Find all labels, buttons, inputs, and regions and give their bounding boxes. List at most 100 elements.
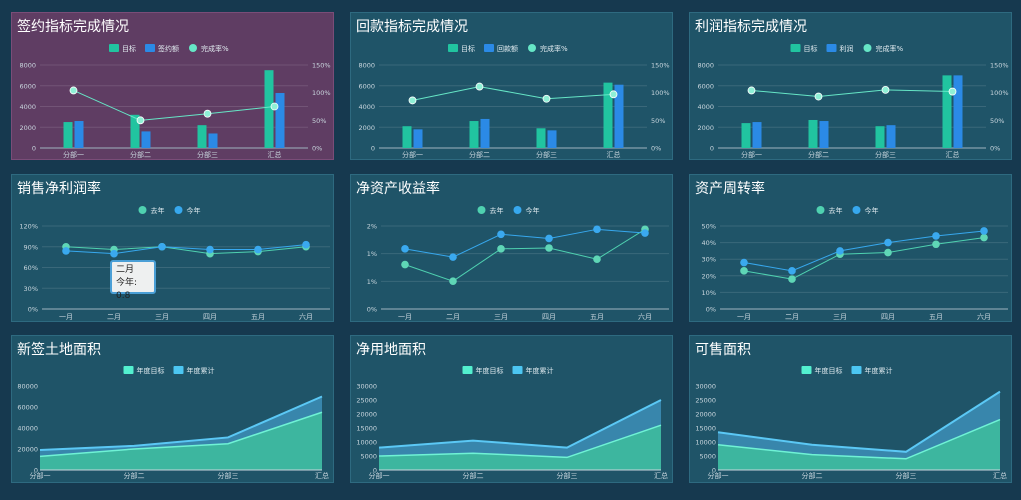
bar-actual bbox=[886, 125, 896, 148]
y-tick-label: 0 bbox=[710, 145, 714, 153]
series-point bbox=[980, 227, 988, 235]
legend-marker bbox=[801, 366, 812, 374]
y2-tick-label: 0% bbox=[990, 145, 1000, 153]
bar-actual bbox=[547, 130, 557, 148]
series-point bbox=[641, 229, 649, 237]
y2-tick-label: 100% bbox=[651, 89, 670, 97]
rate-point bbox=[136, 116, 145, 125]
x-tick-label: 汇总 bbox=[607, 150, 621, 159]
x-tick-label: 二月 bbox=[785, 313, 799, 321]
legend-label: 目标 bbox=[461, 44, 475, 53]
legend-marker bbox=[448, 44, 458, 52]
series-line bbox=[404, 228, 646, 258]
legend-label: 利润 bbox=[840, 44, 854, 53]
line-target bbox=[717, 418, 1001, 460]
y-tick-label: 4000 bbox=[697, 103, 714, 111]
legend-marker bbox=[513, 206, 522, 214]
area-target bbox=[40, 412, 322, 470]
x-tick-label: 二月 bbox=[107, 313, 121, 321]
x-tick-label: 分部二 bbox=[124, 471, 145, 480]
series-point bbox=[884, 248, 892, 257]
chart-panel: 净资产收益率 去年 今年 0% 1% 1% 2% 一月 二月 三月 四月 五月 六月 bbox=[350, 174, 673, 322]
y-tick-label: 80000 bbox=[17, 383, 38, 391]
y-tick-label: 40000 bbox=[17, 425, 38, 433]
legend-label: 完成率% bbox=[876, 44, 904, 53]
bar-actual bbox=[614, 84, 624, 148]
chart-panel: 资产周转率 去年 今年 0% 10% 20% 30% 40% 50% 一月 二月 三月 四月 五月 六月 bbox=[689, 174, 1012, 322]
y-tick-label: 2% bbox=[367, 223, 377, 231]
y2-tick-label: 50% bbox=[990, 117, 1004, 125]
chart-title: 可售面积 bbox=[695, 342, 751, 358]
bar-target bbox=[63, 122, 73, 148]
y2-tick-label: 50% bbox=[651, 117, 665, 125]
x-tick-label: 分部三 bbox=[197, 150, 218, 159]
bar-target bbox=[875, 126, 885, 148]
line-target bbox=[39, 411, 323, 458]
legend-label: 年度目标 bbox=[476, 366, 504, 375]
y-tick-label: 4000 bbox=[19, 103, 36, 111]
chart-panel: 净用地面积 年度目标 年度累计 0 5000 10000 15000 20000 25000 30… bbox=[350, 335, 673, 483]
y-tick-label: 25000 bbox=[356, 397, 377, 405]
chart-panel: 新签土地面积 年度目标 年度累计 0 20000 40000 60000 80000 分部一 分部… bbox=[11, 335, 334, 483]
series-point bbox=[932, 240, 940, 249]
bar-actual bbox=[819, 121, 829, 148]
legend-label: 年度累计 bbox=[526, 366, 554, 375]
tooltip-text: 今年: 0.8 bbox=[116, 278, 138, 301]
chart-title: 签约指标完成情况 bbox=[17, 19, 129, 35]
x-tick-label: 五月 bbox=[929, 313, 943, 321]
y-tick-label: 2000 bbox=[358, 124, 375, 132]
y2-tick-label: 150% bbox=[651, 62, 670, 70]
legend-label: 去年 bbox=[490, 206, 504, 215]
x-tick-label: 分部一 bbox=[30, 471, 51, 480]
y-tick-label: 0 bbox=[371, 145, 375, 153]
series-point bbox=[449, 277, 457, 285]
legend-label: 年度目标 bbox=[815, 366, 843, 375]
series-point bbox=[110, 249, 118, 258]
line-cumulative bbox=[717, 390, 1001, 453]
y-tick-label: 0 bbox=[34, 467, 38, 475]
x-tick-label: 分部一 bbox=[741, 150, 762, 159]
y-tick-label: 20000 bbox=[17, 446, 38, 454]
series-point bbox=[593, 225, 601, 234]
x-tick-label: 汇总 bbox=[946, 150, 960, 159]
x-tick-label: 汇总 bbox=[993, 471, 1007, 480]
y-tick-label: 0 bbox=[373, 467, 377, 475]
series-point bbox=[401, 245, 409, 253]
x-tick-label: 四月 bbox=[542, 313, 556, 321]
x-tick-label: 三月 bbox=[494, 313, 508, 321]
rate-point bbox=[542, 94, 551, 103]
series-point bbox=[932, 232, 940, 240]
y2-tick-label: 100% bbox=[990, 89, 1009, 97]
chart-svg: 年度目标 年度累计 0 20000 40000 60000 80000 分部一 分部二 分部三 汇总 bbox=[17, 366, 329, 480]
y-tick-label: 1% bbox=[367, 250, 377, 258]
y-tick-label: 8000 bbox=[19, 62, 36, 70]
bar-target bbox=[197, 125, 207, 148]
series-point bbox=[254, 245, 262, 254]
x-tick-label: 分部三 bbox=[218, 471, 239, 480]
y-tick-label: 20000 bbox=[356, 411, 377, 419]
line-target bbox=[378, 424, 662, 459]
x-tick-label: 六月 bbox=[638, 312, 652, 321]
legend-label: 今年 bbox=[526, 206, 540, 215]
legend-label: 目标 bbox=[122, 44, 136, 53]
chart-svg: 目标 利润 完成率% 0 2000 4000 6000 8000 0% 50% 100% 150% 分部… bbox=[697, 44, 1009, 159]
series-point bbox=[740, 258, 748, 267]
rate-line bbox=[412, 86, 614, 101]
chart-title: 销售净利润率 bbox=[17, 181, 101, 197]
rate-point bbox=[69, 86, 78, 95]
y-tick-label: 60% bbox=[24, 264, 38, 272]
legend-label: 年度目标 bbox=[137, 366, 165, 375]
chart-svg: 年度目标 年度累计 0 5000 10000 15000 20000 25000 30000 分部… bbox=[356, 366, 668, 480]
series-line bbox=[65, 246, 307, 255]
bar-target bbox=[536, 128, 546, 148]
legend-marker bbox=[174, 206, 183, 214]
y-tick-label: 15000 bbox=[356, 425, 377, 433]
rate-point bbox=[408, 96, 417, 105]
series-point bbox=[158, 242, 166, 251]
y-tick-label: 2000 bbox=[697, 124, 714, 132]
legend-label: 回款额 bbox=[497, 44, 518, 53]
rate-point bbox=[948, 87, 957, 96]
y-tick-label: 0 bbox=[712, 467, 716, 475]
legend-label: 年度累计 bbox=[865, 366, 893, 375]
y-tick-label: 2000 bbox=[19, 124, 36, 132]
